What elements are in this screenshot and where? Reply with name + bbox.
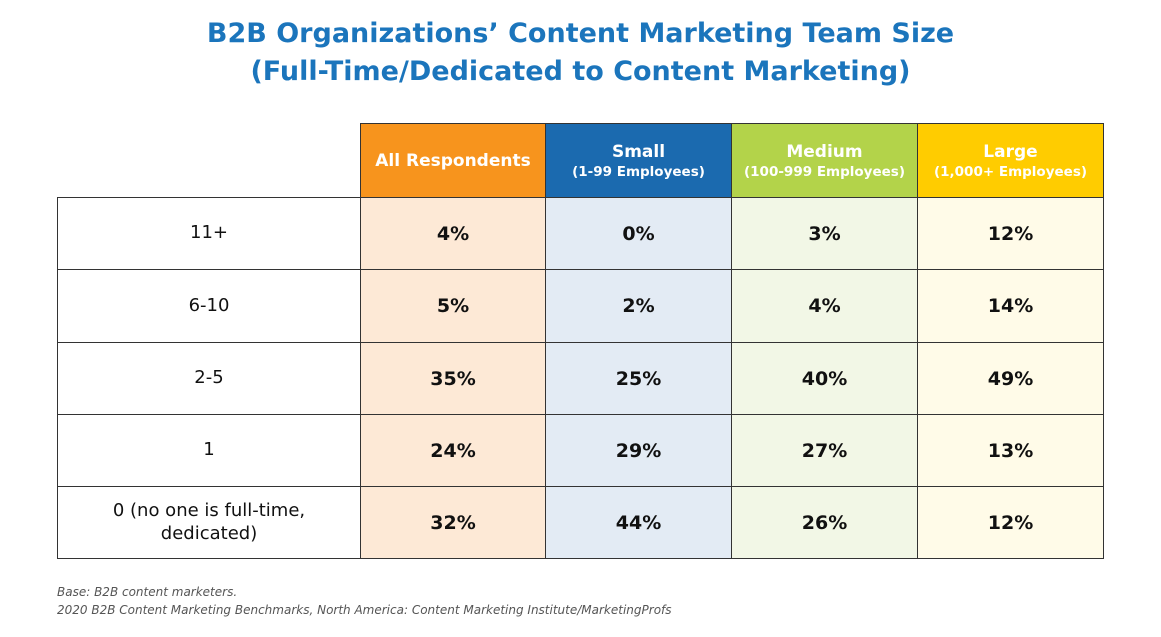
row-label: 1 — [57, 414, 361, 487]
table-cell: 26% — [731, 486, 918, 559]
column-header: Medium (100-999 Employees) — [731, 123, 918, 198]
table-cell: 3% — [731, 197, 918, 270]
table-cell: 40% — [731, 342, 918, 415]
table-cell: 24% — [360, 414, 546, 487]
row-label: 11+ — [57, 197, 361, 270]
column-header: Small (1-99 Employees) — [545, 123, 732, 198]
column-header: Large (1,000+ Employees) — [917, 123, 1104, 198]
column-name: Small — [611, 141, 666, 162]
table-cell: 35% — [360, 342, 546, 415]
table-cell: 27% — [731, 414, 918, 487]
column-name: Large — [983, 141, 1038, 162]
footnote: 2020 B2B Content Marketing Benchmarks, N… — [57, 603, 672, 617]
row-label: 2-5 — [57, 342, 361, 415]
table-cell: 0% — [545, 197, 732, 270]
subtitle: (Full-Time/Dedicated to Content Marketin… — [250, 56, 911, 87]
column-subtitle: (1,000+ Employees) — [933, 163, 1088, 180]
table-cell: 29% — [545, 414, 732, 487]
row-label: 6-10 — [57, 269, 361, 343]
table-cell: 44% — [545, 486, 732, 559]
column-header: All Respondents — [360, 123, 546, 198]
table-cell: 13% — [917, 414, 1104, 487]
table-cell: 4% — [360, 197, 546, 270]
footnote: Base: B2B content marketers. — [57, 585, 238, 599]
column-name: Medium — [786, 141, 863, 162]
title: B2B Organizations’ Content Marketing Tea… — [206, 18, 955, 49]
table-cell: 2% — [545, 269, 732, 343]
column-subtitle: (100-999 Employees) — [743, 163, 905, 180]
table-cell: 25% — [545, 342, 732, 415]
table-cell: 14% — [917, 269, 1104, 343]
table-cell: 49% — [917, 342, 1104, 415]
table-cell: 12% — [917, 486, 1104, 559]
row-label: 0 (no one is full-time, dedicated) — [57, 486, 361, 559]
column-name: All Respondents — [375, 150, 531, 171]
table-cell: 5% — [360, 269, 546, 343]
table-cell: 12% — [917, 197, 1104, 270]
table-cell: 4% — [731, 269, 918, 343]
table-cell: 32% — [360, 486, 546, 559]
column-subtitle: (1-99 Employees) — [572, 163, 705, 180]
